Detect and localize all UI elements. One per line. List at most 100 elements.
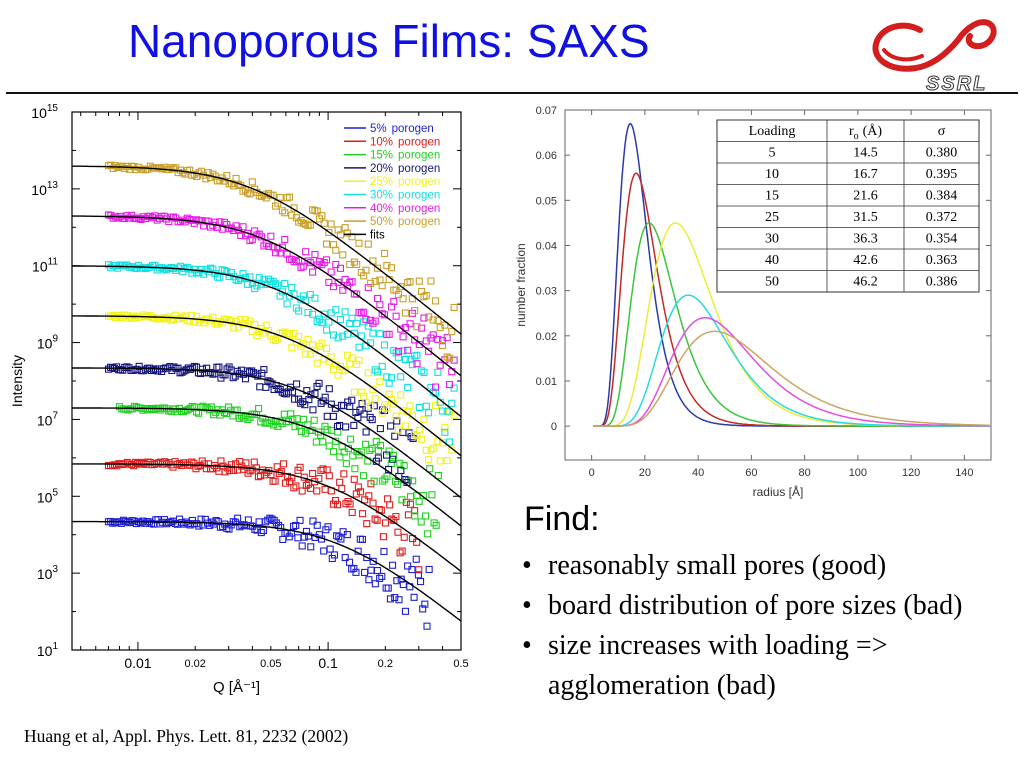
x-tick-label: 140: [955, 467, 973, 479]
table-header-subscript: o: [854, 131, 859, 142]
data-point: [415, 566, 423, 574]
ssrl-logo: SSRL: [872, 19, 997, 94]
data-point: [207, 264, 215, 272]
data-point: [186, 215, 194, 224]
data-point: [183, 263, 191, 271]
data-point: [350, 421, 358, 429]
fit-line: [72, 367, 461, 499]
data-point: [408, 361, 416, 369]
data-point: [381, 519, 390, 527]
data-point: [443, 334, 451, 342]
data-point: [372, 438, 380, 446]
data-point: [436, 457, 444, 465]
data-point: [376, 574, 384, 582]
data-point: [263, 468, 271, 476]
data-point: [203, 404, 211, 412]
data-point: [429, 331, 437, 339]
data-point: [298, 487, 306, 495]
data-point: [286, 477, 294, 486]
data-point: [401, 422, 409, 430]
data-point: [334, 226, 342, 234]
y-tick-base: 10: [31, 182, 47, 198]
data-point: [276, 194, 284, 202]
x-tick-label: 80: [799, 467, 811, 479]
data-point: [370, 477, 378, 485]
finding-item: • reasonably small pores (good): [518, 546, 1018, 586]
legend-label-word: porogen: [398, 203, 440, 215]
data-point: [197, 265, 205, 273]
table-header: Loading: [749, 124, 796, 139]
data-point: [255, 274, 263, 282]
data-point: [366, 413, 374, 421]
data-point: [248, 178, 256, 186]
data-point: [341, 366, 349, 374]
data-point: [123, 261, 131, 269]
data-layer: [72, 161, 461, 630]
data-point: [429, 316, 437, 324]
data-point: [278, 207, 287, 215]
data-point: [307, 391, 315, 399]
data-point: [202, 266, 210, 274]
y-tick-base: 10: [37, 412, 53, 428]
data-point: [270, 516, 278, 525]
data-point: [285, 533, 293, 541]
data-point: [260, 276, 268, 284]
data-point: [237, 231, 245, 240]
data-point: [355, 343, 363, 351]
data-point: [434, 317, 442, 325]
series-5pct: [104, 514, 433, 630]
data-point: [259, 526, 267, 535]
data-point: [309, 469, 317, 478]
data-point: [232, 222, 240, 230]
data-point: [356, 488, 365, 496]
find-heading: Find:: [524, 500, 600, 538]
y-tick-exponent: 9: [52, 334, 58, 345]
data-point: [342, 423, 350, 431]
data-point: [216, 176, 224, 184]
x-tick-label: 0.02: [184, 658, 205, 670]
data-point: [322, 344, 331, 352]
fit-line: [72, 315, 461, 457]
data-point: [318, 339, 326, 347]
data-point: [146, 312, 154, 320]
data-point: [406, 402, 414, 410]
legend-label-pct: 50%: [370, 216, 393, 228]
y-tick-exponent: 11: [48, 257, 59, 268]
data-point: [355, 356, 363, 364]
data-point: [413, 360, 421, 368]
data-point: [411, 352, 419, 360]
data-point: [364, 284, 372, 292]
data-point: [373, 566, 382, 575]
data-point: [411, 307, 419, 315]
data-point: [432, 297, 440, 305]
data-point: [445, 381, 454, 389]
table-cell: 10: [765, 167, 779, 182]
data-point: [376, 378, 384, 386]
data-point: [330, 551, 339, 559]
data-point: [198, 365, 207, 373]
data-point: [348, 396, 356, 404]
y-tick-base: 10: [37, 566, 53, 582]
data-point: [297, 264, 305, 272]
data-point: [386, 501, 394, 509]
data-point: [400, 533, 408, 541]
table-cell: 5: [769, 146, 776, 161]
data-point: [352, 490, 360, 498]
y-tick-base: 10: [32, 259, 48, 275]
y-tick-base: 10: [37, 336, 53, 352]
data-point: [363, 553, 371, 562]
data-point: [392, 312, 400, 320]
data-point: [342, 460, 350, 468]
data-point: [343, 229, 351, 237]
x-axis-label: radius [Å]: [753, 484, 804, 499]
y-tick-exponent: 3: [52, 564, 58, 575]
legend-label-pct: 25%: [370, 176, 393, 188]
x-tick-label: 0.1: [318, 655, 338, 671]
data-point: [329, 365, 338, 373]
data-point: [376, 301, 384, 309]
data-point: [428, 491, 436, 499]
data-point: [443, 353, 451, 361]
x-tick-label: 120: [902, 467, 920, 479]
data-point: [378, 572, 386, 580]
data-point: [383, 472, 391, 480]
